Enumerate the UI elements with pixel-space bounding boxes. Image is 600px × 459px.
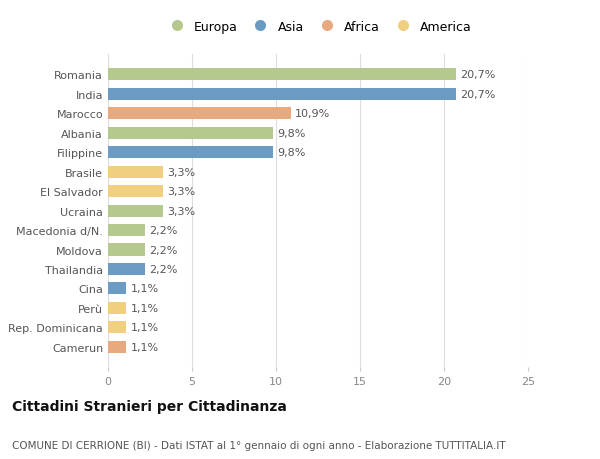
Bar — [108, 244, 145, 256]
Bar — [108, 147, 272, 159]
Text: 9,8%: 9,8% — [277, 148, 305, 158]
Text: 2,2%: 2,2% — [149, 264, 178, 274]
Text: Cittadini Stranieri per Cittadinanza: Cittadini Stranieri per Cittadinanza — [12, 399, 287, 413]
Text: 2,2%: 2,2% — [149, 225, 178, 235]
Text: 2,2%: 2,2% — [149, 245, 178, 255]
Text: 3,3%: 3,3% — [167, 187, 196, 197]
Text: 3,3%: 3,3% — [167, 206, 196, 216]
Text: 20,7%: 20,7% — [460, 90, 496, 100]
Text: 3,3%: 3,3% — [167, 168, 196, 177]
Bar — [108, 205, 163, 217]
Bar — [108, 108, 291, 120]
Bar — [108, 341, 127, 353]
Bar — [108, 224, 145, 236]
Text: 20,7%: 20,7% — [460, 70, 496, 80]
Bar — [108, 166, 163, 179]
Bar — [108, 283, 127, 295]
Bar — [108, 186, 163, 198]
Text: 9,8%: 9,8% — [277, 129, 305, 139]
Bar — [108, 69, 456, 81]
Bar — [108, 263, 145, 275]
Text: 1,1%: 1,1% — [131, 323, 159, 333]
Text: 1,1%: 1,1% — [131, 284, 159, 294]
Legend: Europa, Asia, Africa, America: Europa, Asia, Africa, America — [164, 21, 472, 34]
Text: COMUNE DI CERRIONE (BI) - Dati ISTAT al 1° gennaio di ogni anno - Elaborazione T: COMUNE DI CERRIONE (BI) - Dati ISTAT al … — [12, 440, 506, 450]
Bar — [108, 89, 456, 101]
Text: 1,1%: 1,1% — [131, 303, 159, 313]
Bar — [108, 322, 127, 334]
Bar — [108, 302, 127, 314]
Text: 10,9%: 10,9% — [295, 109, 331, 119]
Text: 1,1%: 1,1% — [131, 342, 159, 352]
Bar — [108, 128, 272, 140]
